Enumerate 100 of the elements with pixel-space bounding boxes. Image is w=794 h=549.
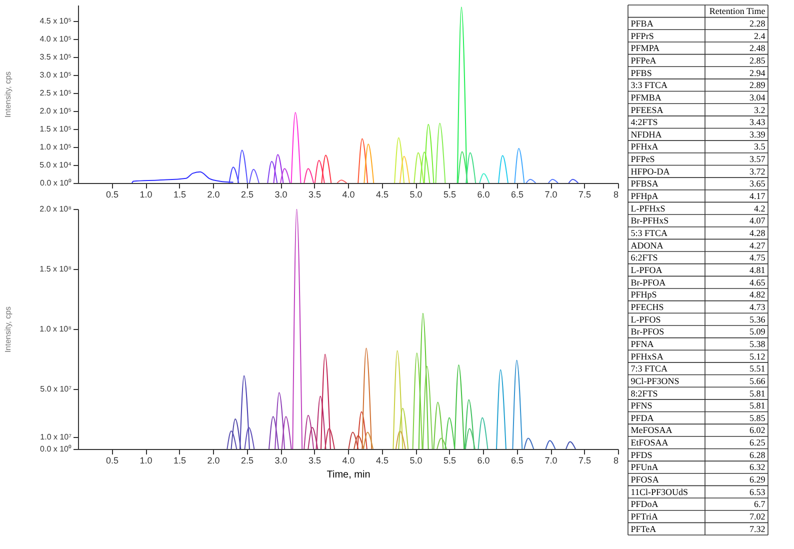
category-label: 4:2FTS: [630, 117, 658, 128]
category-label: PFDS: [630, 450, 652, 460]
data-label: 6.53: [749, 486, 766, 497]
category-label: Br-PFOS: [630, 326, 664, 337]
x-tick-label: 4.0: [342, 190, 355, 200]
category-label: PFMBA: [630, 92, 662, 102]
category-label: PFPrS: [630, 30, 654, 41]
y-tick-label: 1.5 x 10⁵: [40, 124, 72, 134]
category-label: PFHpS: [630, 290, 657, 300]
data-label: 3.39: [749, 129, 766, 140]
x-tick-label: 3.0: [274, 456, 288, 466]
category-label: ADONA: [630, 240, 664, 250]
x-tick-label: 2.0: [207, 456, 220, 466]
category-label: MeFOSAA: [630, 425, 673, 436]
data-label: 3.2: [754, 104, 766, 115]
data-label: 3.5: [754, 142, 766, 152]
x-tick-label: 4.0: [342, 456, 355, 466]
data-label: 2.48: [749, 43, 766, 54]
data-label: 4.07: [749, 216, 766, 226]
x-tick-label: 7.0: [544, 190, 558, 200]
data-label: 4.75: [749, 252, 766, 263]
y-tick-label: 5.0 x 10⁴: [40, 160, 72, 170]
data-label: 5.36: [749, 314, 766, 324]
x-axis-title: Time, min: [326, 470, 370, 480]
y-tick-label: 0.0 x 10⁰: [40, 444, 72, 454]
category-label: PFEESA: [630, 104, 664, 115]
x-tick-label: 1.0: [140, 190, 152, 200]
data-label: 6.25: [749, 438, 766, 448]
x-tick-label: 0.5: [106, 456, 119, 466]
category-label: 9Cl-PF3ONS: [630, 376, 680, 386]
data-label: 6.29: [749, 474, 766, 485]
data-label: 4.82: [749, 290, 766, 300]
y-tick-label: 4.0 x 10⁵: [40, 34, 72, 44]
category-label: PFMPA: [630, 43, 660, 54]
category-label: HFPO-DA: [630, 166, 670, 176]
category-label: PFECHS: [630, 302, 664, 312]
x-tick-label: 4.5: [376, 190, 389, 200]
y-axis-title: Intensity, cps: [4, 71, 12, 118]
category-label: PFHxSA: [630, 351, 664, 362]
category-label: PFTriA: [630, 512, 658, 522]
x-tick-label: 6.5: [510, 456, 524, 466]
x-tick-label: 1.5: [173, 190, 186, 200]
x-tick-label: 4.5: [376, 456, 389, 466]
data-label: 2.4: [754, 30, 766, 41]
x-tick-label: 0.5: [106, 190, 119, 200]
category-label: PFOSA: [630, 474, 660, 485]
category-label: L-PFOA: [630, 265, 663, 275]
x-tick-label: 1.5: [173, 456, 186, 466]
category-label: PFNS: [630, 400, 652, 411]
data-label: 7.32: [749, 524, 766, 534]
category-label: PFTeA: [630, 524, 657, 534]
category-label: NFDHA: [630, 129, 662, 140]
data-label: 3.65: [749, 178, 766, 189]
category-label: PFHxA: [630, 142, 659, 152]
data-label: 5.85: [749, 412, 766, 423]
data-label: 2.94: [749, 68, 766, 78]
x-tick-label: 3.5: [308, 456, 322, 466]
x-tick-label: 2.5: [240, 190, 254, 200]
x-tick-label: 7.0: [544, 456, 558, 466]
data-label: 6.32: [749, 462, 766, 472]
x-tick-label: 3.5: [308, 190, 322, 200]
y-tick-label: 3.5 x 10⁵: [40, 52, 72, 62]
data-label: 4.81: [749, 265, 766, 275]
x-tick-label: 6.0: [477, 190, 490, 200]
y-tick-label: 1.5 x 10⁸: [40, 264, 72, 274]
y-tick-label: 0.0 x 10⁰: [40, 178, 72, 188]
category-label: 11Cl-PF3OUdS: [630, 486, 688, 497]
data-label: 3.72: [749, 166, 766, 176]
category-label: 7:3 FTCA: [630, 364, 668, 374]
y-axis-title: Intensity, cps: [4, 306, 12, 353]
category-label: PFDoA: [630, 499, 659, 510]
data-label: 7.02: [749, 512, 766, 522]
data-label: 2.85: [749, 55, 766, 66]
category-label: EtFOSAA: [630, 438, 669, 448]
y-tick-label: 2.0 x 10⁸: [40, 204, 72, 214]
data-label: 5.09: [749, 326, 766, 337]
y-tick-label: 4.5 x 10⁵: [40, 16, 72, 26]
category-label: Br-PFHxS: [630, 216, 669, 226]
category-label: PFPeS: [630, 154, 655, 164]
category-label: PFNA: [630, 338, 654, 349]
category-label: PFPeA: [630, 55, 657, 66]
x-tick-label: 6.5: [510, 190, 524, 200]
category-label: PFUnA: [630, 462, 659, 472]
category-label: 8:2FTS: [630, 388, 658, 398]
category-label: PFBA: [630, 18, 654, 28]
data-label: 5.66: [749, 376, 766, 386]
x-tick-label: 5.5: [443, 456, 456, 466]
x-tick-label: 8: [613, 190, 618, 200]
data-label: 4.28: [749, 228, 766, 238]
data-label: 3.43: [749, 117, 766, 128]
y-tick-label: 1.0 x 10⁵: [40, 142, 72, 152]
x-tick-label: 5.0: [410, 190, 422, 200]
data-label: 2.89: [749, 80, 766, 90]
x-tick-label: 5.5: [443, 190, 456, 200]
category-label: 3:3 FTCA: [630, 80, 668, 90]
text: Retention Time: [709, 6, 766, 16]
data-label: 4.27: [749, 240, 766, 250]
data-label: 5.51: [749, 364, 766, 374]
data-label: 5.81: [749, 388, 766, 398]
category-label: L-PFHxS: [630, 203, 666, 214]
